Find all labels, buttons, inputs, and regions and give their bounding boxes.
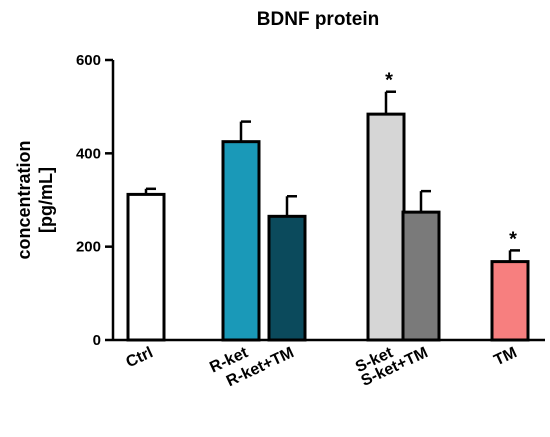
bars bbox=[126, 112, 530, 342]
x-tick-label: Ctrl bbox=[124, 344, 156, 371]
y-axis-label-line-1: concentration bbox=[14, 140, 34, 259]
y-axis-label: concentration [pg/mL] bbox=[14, 140, 56, 259]
bar-r-ket bbox=[221, 140, 261, 342]
y-axis-ticks: 0 200 400 600 bbox=[76, 52, 113, 349]
y-tick-label: 0 bbox=[93, 332, 101, 349]
bar-r-ket-tm bbox=[267, 214, 307, 342]
bar-ctrl bbox=[126, 192, 166, 342]
y-tick-label: 200 bbox=[76, 239, 101, 256]
significance-markers: ** bbox=[385, 70, 517, 251]
bar-s-ket bbox=[366, 112, 406, 342]
y-tick-label: 600 bbox=[76, 52, 101, 69]
bar-tm bbox=[490, 260, 530, 342]
bar-s-ket-tm bbox=[401, 210, 441, 342]
y-axis-label-line-2: [pg/mL] bbox=[36, 167, 56, 233]
x-tick-label: TM bbox=[492, 344, 520, 369]
significance-star: * bbox=[509, 228, 517, 250]
significance-star: * bbox=[385, 70, 393, 92]
error-bars bbox=[144, 90, 520, 262]
chart-title: BDNF protein bbox=[257, 9, 379, 30]
y-tick-label: 400 bbox=[76, 145, 101, 162]
